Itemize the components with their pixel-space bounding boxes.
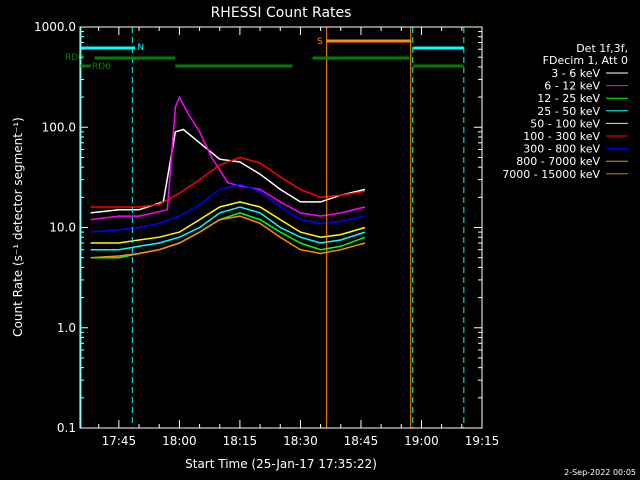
chart-title: RHESSI Count Rates (211, 5, 352, 21)
axis-ticks: 17:45 18:00 18:15 18:30 18:45 19:00 19:15 0.1 1.… (34, 20, 499, 448)
legend-entry-label: 6 - 12 keV (544, 80, 600, 93)
legend-entry-label: 50 - 100 keV (530, 117, 600, 130)
legend-entry-label: 3 - 6 keV (551, 67, 600, 80)
series-line (90, 206, 366, 251)
x-tick-label: 19:00 (404, 434, 439, 448)
legend-header: FDecim 1, Att 0 (543, 54, 628, 67)
x-tick-label: 19:15 (465, 434, 500, 448)
series-line (90, 128, 366, 214)
state-label-rd0: RD0 (65, 53, 84, 63)
x-tick-label: 18:00 (162, 434, 197, 448)
legend-header: Det 1f,3f, (576, 42, 628, 55)
state-label-n: N (137, 43, 144, 53)
y-tick-label: 1.0 (57, 321, 76, 335)
series-line (90, 201, 366, 244)
x-tick-label: 18:30 (283, 434, 318, 448)
plot-frame (79, 26, 483, 429)
series-line (90, 95, 366, 221)
x-tick-label: 17:45 (102, 434, 137, 448)
x-axis-label: Start Time (25-Jan-17 17:35:22) (185, 457, 377, 471)
x-tick-label: 18:45 (344, 434, 379, 448)
y-tick-label: 0.1 (57, 421, 76, 435)
y-tick-label: 1000.0 (34, 20, 76, 34)
legend-entry-label: 12 - 25 keV (537, 92, 600, 105)
y-tick-label: 10.0 (49, 221, 76, 235)
series-lines (90, 95, 366, 259)
legend-entry-label: 300 - 800 keV (523, 143, 600, 156)
legend-entry-label: 7000 - 15000 keV (502, 168, 600, 181)
series-line (90, 215, 366, 259)
y-axis-label: Count Rate (s⁻¹ detector segment⁻¹) (11, 117, 25, 337)
legend-entry-label: 25 - 50 keV (537, 105, 600, 118)
legend-entry-label: 100 - 300 keV (523, 130, 600, 143)
legend-entry-label: 800 - 7000 keV (516, 155, 600, 168)
series-line (90, 212, 366, 259)
series-line (90, 156, 366, 208)
y-tick-label: 100.0 (42, 120, 76, 134)
state-label-s: S (317, 37, 323, 47)
x-tick-label: 18:15 (223, 434, 258, 448)
attenuator-overlays: N S RD0 RD6 (65, 27, 465, 428)
series-line (90, 183, 366, 233)
state-label-rd6: RD6 (92, 62, 111, 72)
footer-date: 2-Sep-2022 00:05 (564, 468, 636, 477)
